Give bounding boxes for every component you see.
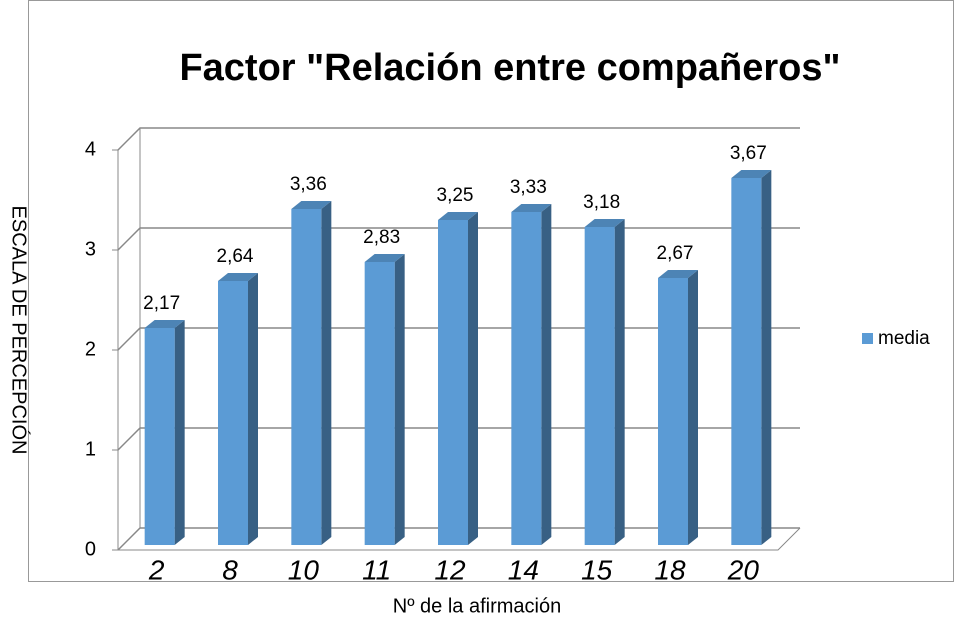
x-tick-label: 18 <box>654 554 686 585</box>
x-tick-label: 12 <box>434 554 466 585</box>
chart-title: Factor "Relación entre compañeros" <box>179 47 840 89</box>
bar-top <box>364 254 405 262</box>
bar-side <box>761 170 772 545</box>
grid-line <box>117 127 800 151</box>
y-tick-label: 3 <box>85 238 96 260</box>
data-label: 3,18 <box>583 192 620 213</box>
bar <box>291 209 322 545</box>
data-label: 3,67 <box>730 143 767 164</box>
legend-label: media <box>878 328 930 349</box>
grid-line <box>117 427 800 451</box>
bar <box>511 212 542 545</box>
data-label: 2,64 <box>217 246 254 267</box>
bar-top <box>438 212 478 220</box>
bar <box>731 178 762 545</box>
bar-side <box>248 273 258 545</box>
data-label: 3,33 <box>510 177 547 198</box>
grid-line <box>117 527 800 551</box>
bar-top <box>731 170 772 178</box>
legend-swatch <box>862 333 873 344</box>
bar-side <box>541 204 552 545</box>
bar <box>218 281 248 545</box>
bar-top <box>218 273 258 281</box>
x-tick-label: 20 <box>727 554 760 585</box>
x-axis-label: Nº de la afirmación <box>393 595 562 617</box>
data-label: 3,36 <box>290 174 327 195</box>
x-tick-label: 8 <box>222 554 238 585</box>
bar-top <box>658 270 698 278</box>
bar-top <box>291 201 332 209</box>
x-tick-label: 14 <box>508 554 539 585</box>
floor <box>118 527 801 551</box>
bar <box>144 328 175 545</box>
bar-side <box>394 254 405 545</box>
grid-line <box>117 327 800 351</box>
bar-side <box>468 212 478 545</box>
grid-line <box>117 227 800 251</box>
y-tick-label: 1 <box>85 438 96 460</box>
bar-top <box>584 219 625 227</box>
bar-side <box>688 270 698 545</box>
data-label: 3,25 <box>437 185 474 206</box>
bar <box>658 278 688 545</box>
bar-side <box>614 219 625 545</box>
bar <box>584 227 615 545</box>
y-tick-label: 0 <box>85 538 96 560</box>
y-axis-label: ESCALA DE PERCEPCIÓN <box>8 206 31 455</box>
y-tick-label: 2 <box>85 338 96 360</box>
y-tick-label: 4 <box>85 138 96 160</box>
x-tick-label: 11 <box>362 554 391 585</box>
data-label: 2,17 <box>143 293 180 314</box>
bar-top <box>144 320 185 328</box>
data-label: 2,83 <box>363 227 400 248</box>
x-tick-label: 2 <box>148 554 165 585</box>
bar <box>364 262 395 545</box>
bar <box>438 220 468 545</box>
data-label: 2,67 <box>657 243 694 264</box>
x-tick-label: 15 <box>581 554 613 585</box>
bar-top <box>511 204 552 212</box>
bar-side <box>174 320 185 545</box>
x-tick-label: 10 <box>288 554 320 585</box>
bar-side <box>321 201 332 545</box>
